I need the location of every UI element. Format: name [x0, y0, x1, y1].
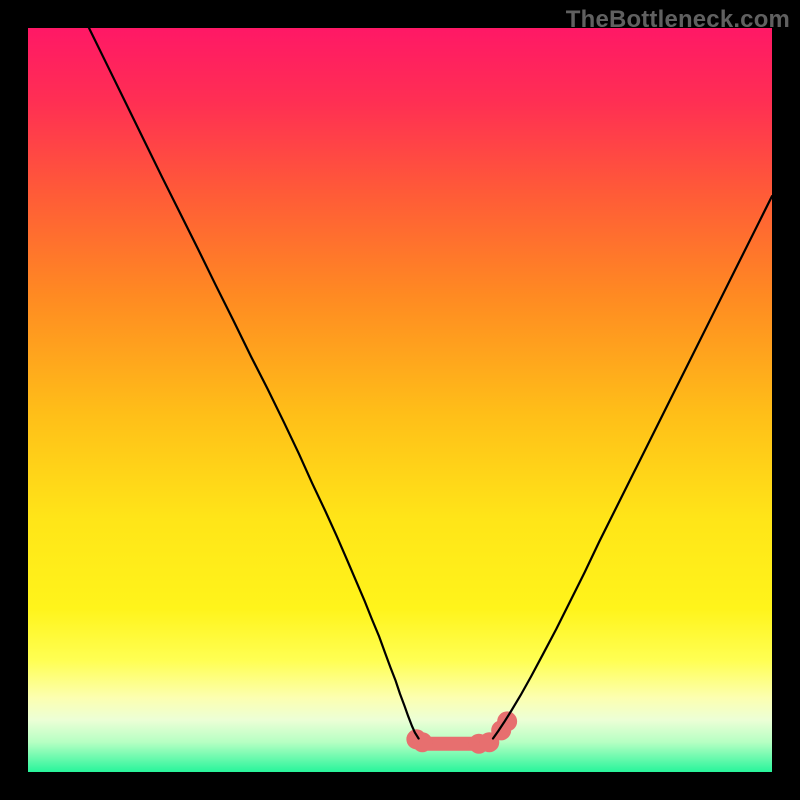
plot-area: [28, 28, 772, 772]
watermark-text: TheBottleneck.com: [566, 6, 790, 34]
chart-container: TheBottleneck.com: [0, 0, 800, 800]
curves-layer: [28, 28, 772, 772]
